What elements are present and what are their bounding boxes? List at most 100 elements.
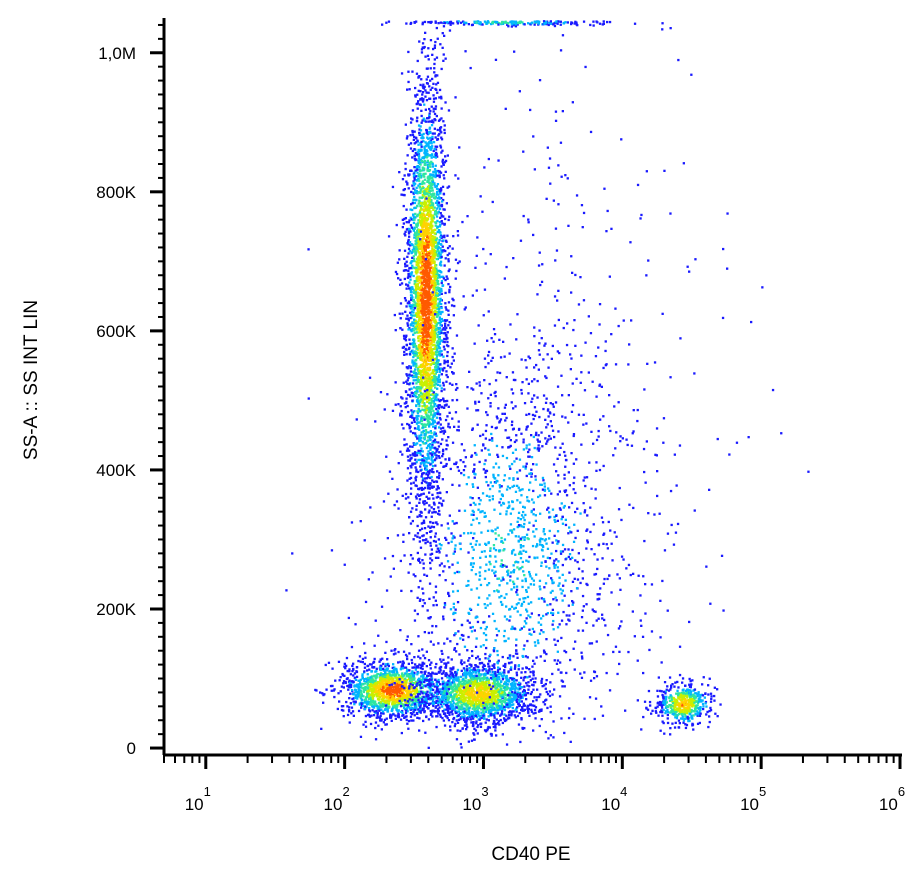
event-dot-pop0 [425, 202, 428, 205]
event-dot-pop0 [418, 399, 421, 402]
event-dot-pop0 [445, 326, 448, 329]
event-dot-pop0 [431, 132, 434, 135]
event-dot-pop0 [411, 411, 414, 414]
event-dot-pop0 [439, 128, 442, 131]
event-dot-pop0 [431, 375, 434, 379]
event-dot-pop1 [406, 668, 409, 671]
event-dot-pop1 [367, 680, 370, 683]
event-dot-pop0 [420, 417, 423, 420]
event-dot-pop0 [421, 311, 424, 315]
event-dot-pop0 [437, 441, 440, 444]
event-dot-pop0 [440, 281, 443, 285]
event-dot-pop0 [429, 131, 432, 134]
event-dot-pop1 [402, 704, 405, 707]
event-dot-pop0 [409, 476, 413, 480]
event-dot-pop0 [414, 305, 418, 308]
event-dot-pop1 [394, 700, 397, 703]
event-dot-pop0 [434, 148, 438, 151]
event-dot-pop0 [413, 267, 416, 270]
event-dot-pop1 [337, 660, 341, 663]
event-dot-pop0 [406, 284, 409, 287]
event-dot-pop0 [418, 278, 421, 281]
event-dot-pop0 [426, 349, 430, 352]
event-dot-pop0 [441, 235, 444, 238]
event-dot-pop0 [425, 532, 428, 535]
event-dot-pop1 [401, 667, 405, 670]
event-dot-pop0 [413, 609, 417, 612]
event-dot-pop1 [361, 675, 364, 678]
event-dot-pop1 [380, 708, 383, 711]
event-dot-pop1 [346, 713, 350, 717]
event-dot-pop1 [393, 693, 397, 696]
event-dot-pop1 [362, 704, 365, 707]
event-dot-pop0 [418, 437, 421, 440]
event-dot-pop0 [431, 245, 434, 248]
event-dot-pop0 [432, 312, 435, 315]
event-dot-pop0 [429, 154, 432, 157]
event-dot-pop0 [429, 120, 432, 123]
event-dot-pop1 [390, 676, 393, 679]
event-dot-pop0 [427, 132, 430, 135]
event-dot-pop0 [431, 180, 435, 184]
event-dot-pop1 [342, 686, 345, 689]
event-dot-pop0 [412, 181, 415, 185]
event-dot-pop0 [401, 362, 404, 365]
event-dot-pop0 [406, 447, 409, 450]
event-dot-pop0 [425, 91, 428, 94]
event-dot-pop0 [403, 337, 406, 340]
event-dot-pop0 [441, 438, 444, 441]
event-dot-pop0 [439, 261, 442, 265]
event-dot-pop0 [427, 379, 430, 382]
event-dot-pop1 [361, 661, 364, 664]
event-dot-pop0 [421, 440, 424, 444]
event-dot-pop0 [432, 97, 436, 100]
event-dot-pop0 [437, 363, 440, 366]
event-dot-pop0 [438, 509, 441, 513]
event-dot-pop0 [415, 191, 418, 194]
event-dot-pop1 [385, 675, 389, 679]
event-dot-pop0 [447, 185, 451, 188]
event-dot-pop1 [417, 710, 421, 713]
event-dot-pop0 [418, 155, 421, 158]
event-dot-pop0 [433, 184, 436, 187]
event-dot-pop1 [397, 674, 400, 677]
event-dot-pop0 [407, 252, 410, 255]
event-dot-pop1 [401, 697, 405, 700]
event-dot-pop0 [426, 255, 429, 258]
event-dot-pop0 [421, 605, 424, 608]
event-dot-pop0 [419, 305, 423, 308]
event-dot-pop0 [435, 376, 438, 379]
event-dot-pop0 [434, 412, 438, 415]
event-dot-pop0 [438, 426, 441, 429]
event-dot-pop0 [432, 471, 435, 474]
event-dot-pop0 [433, 284, 436, 288]
event-dot-pop1 [408, 688, 411, 691]
event-dot-pop1 [385, 669, 389, 672]
event-dot-pop0 [405, 380, 408, 383]
event-dot-pop1 [376, 707, 379, 711]
event-dot-pop1 [359, 681, 362, 684]
event-dot-pop0 [427, 415, 430, 418]
event-dot-pop1 [422, 678, 425, 681]
event-dot-pop0 [452, 235, 455, 238]
event-dot-pop0 [422, 339, 426, 342]
event-dot-pop1 [422, 684, 426, 687]
event-dot-pop0 [426, 163, 430, 166]
event-dot-pop0 [456, 230, 459, 233]
event-dot-pop0 [394, 381, 397, 384]
event-dot-pop0 [438, 221, 441, 224]
event-dot-pop1 [408, 652, 411, 655]
event-dot-pop0 [431, 53, 434, 56]
event-dot-pop0 [417, 298, 420, 301]
event-dot-pop0 [426, 344, 429, 347]
event-dot-pop0 [420, 169, 423, 172]
event-dot-pop1 [380, 705, 384, 708]
event-dot-pop0 [419, 213, 422, 217]
event-dot-pop1 [407, 706, 410, 709]
event-dot-pop0 [425, 190, 428, 194]
event-dot-pop0 [413, 343, 416, 347]
event-dot-pop0 [431, 330, 434, 334]
event-dot-pop1 [414, 689, 417, 692]
event-dot-pop0 [404, 299, 407, 302]
event-dot-pop0 [440, 353, 443, 356]
